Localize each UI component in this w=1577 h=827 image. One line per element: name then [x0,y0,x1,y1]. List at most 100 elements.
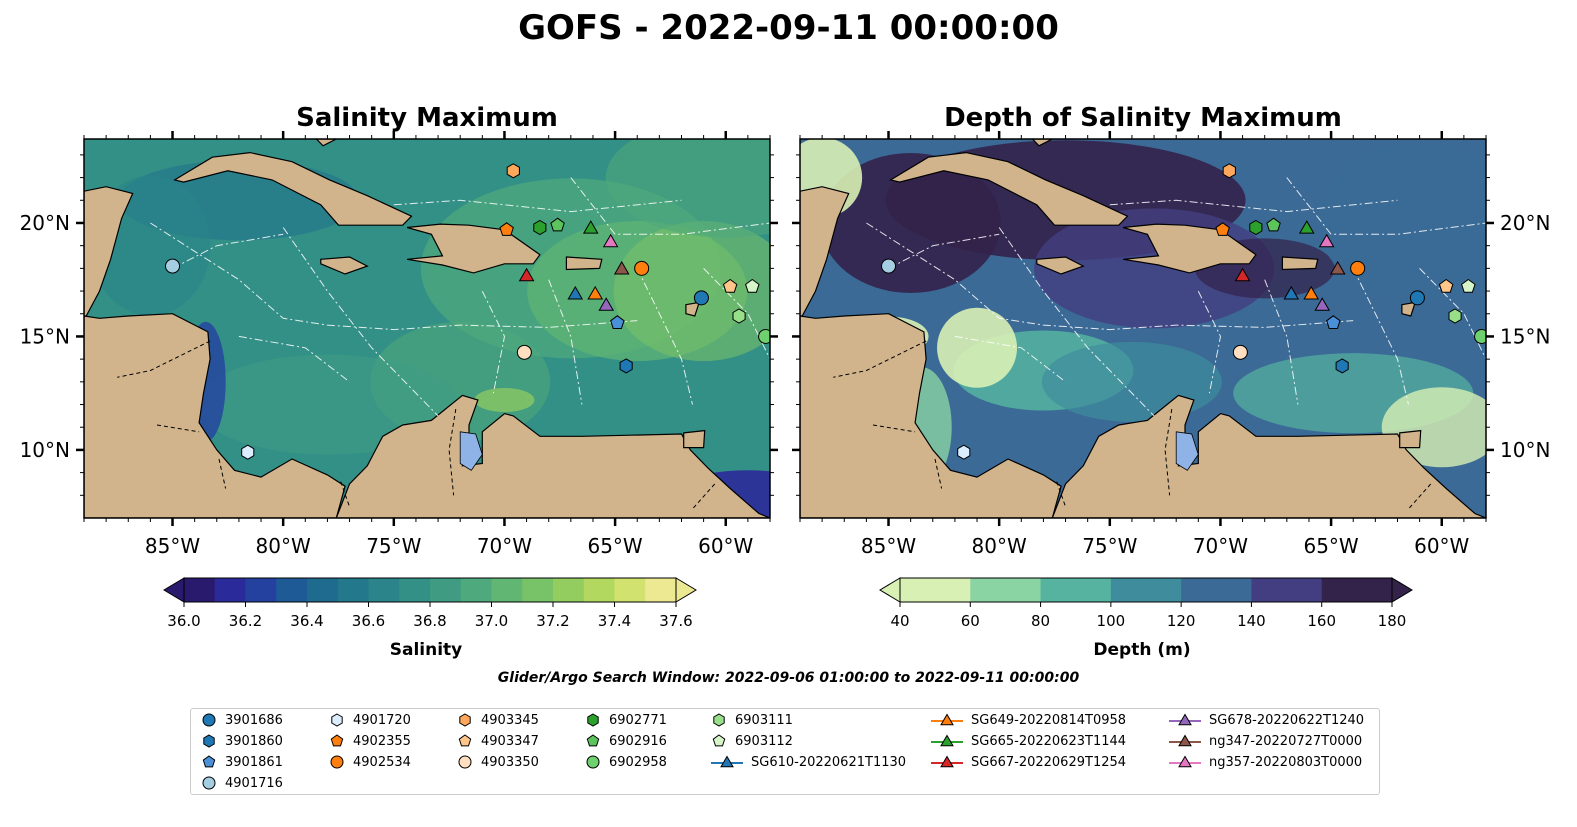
map-marker-4903347 [722,278,738,293]
colorbar-tick-label: 40 [890,612,909,630]
map-marker-SG667-20220629T1254 [1234,267,1251,282]
legend-marker-icon [331,713,343,727]
map-marker-SG667-20220629T1254 [518,267,535,282]
lat-label: 15°N [20,324,70,348]
map-marker-4903350 [516,344,532,360]
colorbar-segment [1040,578,1112,602]
colorbar-tick-label: 140 [1237,612,1266,630]
legend-item-4901720: 4901720 [329,710,411,730]
colorbar-segment [1181,578,1252,602]
depth-colorbar: 40 60 80 100 120 140 160 180 [879,577,1413,630]
legend-item-3901860: 3901860 [201,731,283,751]
legend-item-3901861: 3901861 [201,752,283,772]
legend-label: 3901861 [225,754,283,770]
lat-label: 20°N [20,211,70,235]
lat-label: 20°N [1500,211,1550,235]
colorbar-tick-label: 160 [1307,612,1336,630]
colorbar-segment [1321,578,1393,602]
colorbar-segment [1110,578,1182,602]
colorbar-tick-label: 36.2 [229,612,262,630]
legend-label: 3901860 [225,733,283,749]
legend-item-4903350: 4903350 [457,752,539,772]
lon-label: 60°W [698,534,753,558]
legend-marker-icon [330,755,344,769]
salinity-max-panel-title: Salinity Maximum [296,103,558,133]
lon-label: 75°W [366,534,421,558]
map-marker-4901716 [165,258,181,274]
legend-label: 6902916 [609,733,667,749]
legend-marker-icon [202,776,216,790]
depth-colorbar-label: Depth (m) [1093,640,1191,660]
map-marker-6903111 [732,308,746,324]
colorbar-segment [184,578,216,602]
lat-label: 10°N [20,438,70,462]
legend-marker-icon [586,734,600,747]
map-marker-6902958 [758,328,770,344]
colorbar-extend-min [879,577,901,603]
map-marker-SG678-20220622T1240 [598,297,615,311]
legend-item-6903111: 6903111 [711,710,793,730]
legend-label: SG678-20220622T1240 [1209,712,1365,728]
map-marker-SG665-20220623T1144 [1298,220,1315,234]
legend-label: 6903111 [735,712,793,728]
legend-marker-icon [1169,713,1201,726]
legend-label: ng347-20220727T0000 [1209,733,1363,749]
map-marker-4901720 [241,444,255,460]
map-marker-ng357-20220803T0000 [602,233,619,248]
map-marker-3901861 [1326,315,1341,329]
colorbar-segment [553,578,585,602]
map-marker-6903112 [1461,278,1476,293]
colorbar-segment [307,578,339,602]
map-marker-6903112 [745,278,760,293]
legend-label: 4901716 [225,775,283,791]
map-marker-4903345 [1222,163,1236,179]
colorbar-segment [614,578,646,602]
colorbar-segment [491,578,523,602]
colorbar-tick-label: 36.0 [167,612,200,630]
colorbar-segment [214,578,246,602]
legend-item-6902958: 6902958 [585,752,667,772]
legend-item-SG678-20220622T1240: SG678-20220622T1240 [1169,710,1364,730]
lon-label: 65°W [1303,534,1358,558]
map-marker-3901861 [610,315,625,329]
legend-label: SG649-20220814T0958 [971,712,1127,728]
legend-label: 4902534 [353,754,411,770]
legend-item-4903345: 4903345 [457,710,539,730]
map-marker-4901720 [957,444,971,460]
legend-item-SG649-20220814T0958: SG649-20220814T0958 [931,710,1126,730]
legend-label: ng357-20220803T0000 [1209,754,1363,770]
map-marker-3901686 [1409,290,1425,306]
legend-marker-icon [203,734,215,748]
search-window-caption: Glider/Argo Search Window: 2022-09-06 01… [497,670,1080,686]
legend-label: 4902355 [353,733,411,749]
colorbar-extend-max [1391,577,1413,603]
map-marker-4901716 [881,258,897,274]
lon-label: 75°W [1082,534,1137,558]
legend-marker-icon [586,755,600,769]
map-marker-6902916 [1266,217,1281,232]
salinity-colorbar: 36.0 36.2 36.4 36.6 36.8 37.0 37.2 37.4 37.6 [163,577,697,630]
colorbar-tick-label: 180 [1378,612,1407,630]
platform-legend: 3901686 3901860 3901861 4901716 4901720 49023… [190,708,1380,795]
map-axes: 85°W 80°W 75°W 70°W 65°W 60°W 20°N 15°N 10°N 85°W… [20,131,1550,558]
colorbar-tick-label: 100 [1097,612,1126,630]
legend-label: 6902958 [609,754,667,770]
map-marker-6902958 [1474,328,1486,344]
legend-item-4902355: 4902355 [329,731,411,751]
lon-label: 85°W [145,534,200,558]
salinity-depth-panel-title: Depth of Salinity Maximum [944,103,1342,133]
legend-item-ng347-20220727T0000: ng347-20220727T0000 [1169,731,1362,751]
colorbar-extend-min [163,577,185,603]
colorbar-segment [900,578,971,602]
legend-marker-icon [713,713,725,727]
map-marker-4902534 [1350,260,1366,276]
colorbar-tick-label: 37.6 [659,612,692,630]
colorbar-segment [1251,578,1323,602]
legend-item-SG610-20220621T1130: SG610-20220621T1130 [711,752,906,772]
salinity-depth-map [799,138,1487,519]
legend-item-4903347: 4903347 [457,731,539,751]
colorbar-tick-label: 36.4 [290,612,323,630]
colorbar-segment [645,578,677,602]
legend-marker-icon [202,755,216,768]
map-marker-SG649-20220814T0958 [1303,285,1320,300]
